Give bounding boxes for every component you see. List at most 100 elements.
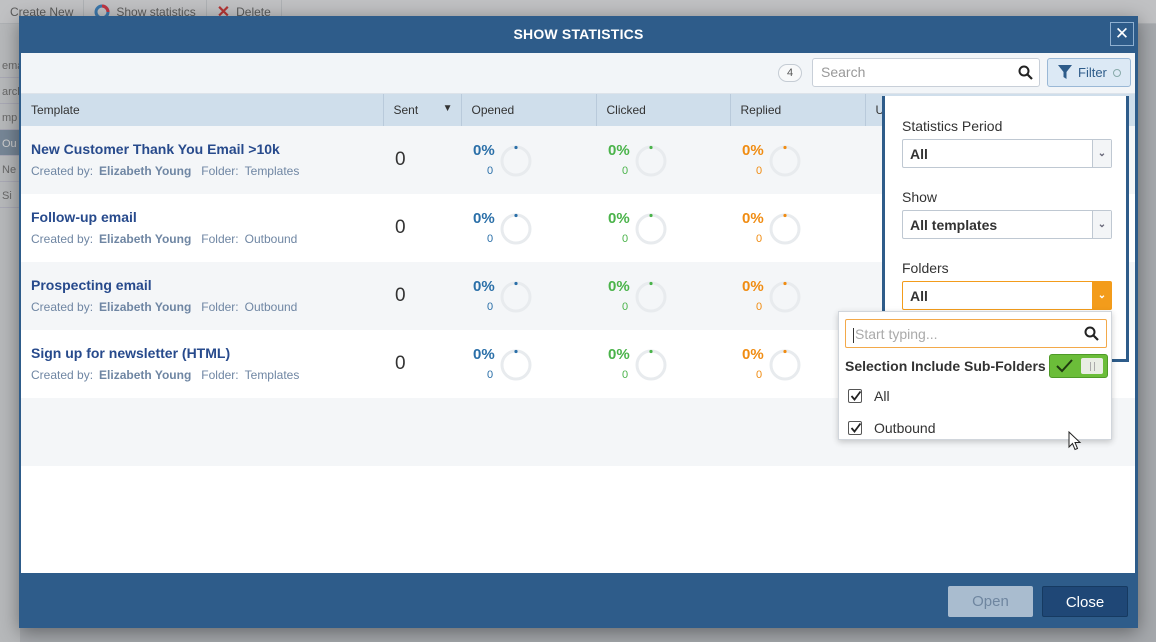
checkbox-checked-icon[interactable] — [848, 389, 862, 403]
replied-stat: 0% 0 — [730, 126, 865, 194]
background-sidebar: ema arch mp Ou Ne Si — [0, 24, 20, 642]
created-by-label: Created by: — [31, 164, 94, 178]
template-meta: Created by: Elizabeth Young Folder: Templat… — [31, 368, 383, 382]
sidebar-fragment: mp — [0, 104, 20, 130]
sidebar-fragment: Ou — [0, 130, 20, 156]
folder-option-all[interactable]: All — [848, 388, 890, 404]
folders-select[interactable]: All ⌄ — [902, 281, 1112, 310]
sent-count: 0 — [395, 217, 406, 238]
folder-value: Outbound — [244, 232, 298, 246]
template-name[interactable]: Sign up for newsletter (HTML) — [31, 345, 231, 361]
clicked-count: 0 — [622, 165, 629, 177]
replied-stat: 0% 0 — [730, 262, 865, 330]
replied-count: 0 — [756, 301, 763, 313]
template-name[interactable]: Prospecting email — [31, 277, 152, 293]
opened-count: 0 — [487, 165, 494, 177]
sort-desc-icon[interactable]: ▼ — [442, 103, 453, 114]
replied-count: 0 — [756, 165, 763, 177]
created-by-value: Elizabeth Young — [99, 300, 192, 314]
clicked-percent: 0% — [608, 142, 630, 159]
sent-header-label: Sent — [393, 103, 419, 117]
progress-ring-icon — [635, 349, 667, 381]
clicked-stat: 0% 0 — [596, 194, 730, 262]
created-by-label: Created by: — [31, 232, 94, 246]
opened-count: 0 — [487, 301, 494, 313]
delete-label: Delete — [236, 4, 271, 19]
close-button[interactable]: Close — [1042, 586, 1128, 617]
clicked-stat: 0% 0 — [596, 126, 730, 194]
created-by-label: Created by: — [31, 300, 94, 314]
opened-stat: 0% 0 — [461, 194, 596, 262]
include-subfolders-toggle[interactable] — [1049, 354, 1108, 378]
column-header-replied[interactable]: Replied — [730, 94, 866, 126]
show-label: Show — [902, 189, 938, 205]
chevron-down-icon[interactable]: ⌄ — [1092, 282, 1111, 309]
column-header-clicked[interactable]: Clicked — [596, 94, 731, 126]
empty-row — [21, 466, 1135, 534]
replied-percent: 0% — [742, 142, 764, 159]
chevron-down-icon[interactable]: ⌄ — [1092, 211, 1111, 238]
dialog-toolbar: 4 Search Filter — [21, 53, 1135, 94]
clicked-count: 0 — [622, 369, 629, 381]
folder-value: Templates — [244, 368, 300, 382]
replied-percent: 0% — [742, 278, 764, 295]
sidebar-fragment: Ne — [0, 156, 20, 182]
show-value: All templates — [910, 217, 998, 233]
statistics-period-select[interactable]: All ⌄ — [902, 139, 1112, 168]
chevron-down-icon[interactable]: ⌄ — [1092, 140, 1111, 167]
toggle-knob[interactable] — [1081, 358, 1103, 374]
progress-ring-icon — [500, 213, 532, 245]
progress-ring-icon — [635, 281, 667, 313]
clicked-stat: 0% 0 — [596, 330, 730, 398]
template-name[interactable]: New Customer Thank You Email >10k — [31, 141, 280, 157]
progress-ring-icon — [500, 145, 532, 177]
folder-option-label: Outbound — [874, 420, 936, 436]
template-meta: Created by: Elizabeth Young Folder: Outboun… — [31, 232, 383, 246]
folder-label: Folder: — [201, 232, 239, 246]
search-icon[interactable] — [1018, 65, 1033, 80]
column-header-opened[interactable]: Opened — [461, 94, 597, 126]
create-new-label: Create New — [10, 4, 74, 19]
search-icon[interactable] — [1084, 326, 1099, 341]
opened-count: 0 — [487, 233, 494, 245]
column-header-template[interactable]: Template — [21, 94, 384, 126]
clicked-count: 0 — [622, 233, 629, 245]
opened-stat: 0% 0 — [461, 330, 596, 398]
template-count-badge: 4 — [778, 64, 802, 82]
column-header-sent[interactable]: Sent ▼ — [383, 94, 462, 126]
folder-search-input[interactable]: Start typing... — [845, 319, 1107, 348]
search-input[interactable]: Search — [812, 58, 1040, 87]
show-select[interactable]: All templates ⌄ — [902, 210, 1112, 239]
show-statistics-button: Show statistics — [84, 0, 207, 24]
folder-search-placeholder: Start typing... — [855, 326, 938, 342]
checkbox-checked-icon[interactable] — [848, 421, 862, 435]
progress-ring-icon — [635, 145, 667, 177]
sent-count: 0 — [395, 353, 406, 374]
created-by-value: Elizabeth Young — [99, 368, 192, 382]
filter-indicator-icon — [1112, 68, 1121, 77]
replied-stat: 0% 0 — [730, 194, 865, 262]
progress-ring-icon — [769, 349, 801, 381]
folder-label: Folder: — [201, 164, 239, 178]
clicked-stat: 0% 0 — [596, 262, 730, 330]
folder-option-outbound[interactable]: Outbound — [848, 420, 936, 436]
replied-count: 0 — [756, 369, 763, 381]
show-statistics-label: Show statistics — [116, 4, 196, 19]
open-button[interactable]: Open — [948, 586, 1033, 617]
opened-stat: 0% 0 — [461, 262, 596, 330]
search-placeholder: Search — [821, 64, 866, 80]
dialog-close-button[interactable]: ✕ — [1110, 22, 1134, 46]
template-name[interactable]: Follow-up email — [31, 209, 137, 225]
folder-option-label: All — [874, 388, 890, 404]
replied-percent: 0% — [742, 346, 764, 363]
filter-button[interactable]: Filter — [1047, 58, 1131, 87]
include-subfolders-label: Selection Include Sub-Folders — [845, 358, 1046, 374]
opened-percent: 0% — [473, 210, 495, 227]
replied-stat: 0% 0 — [730, 330, 865, 398]
clicked-percent: 0% — [608, 210, 630, 227]
progress-ring-icon — [769, 145, 801, 177]
template-meta: Created by: Elizabeth Young Folder: Outboun… — [31, 300, 383, 314]
folder-label: Folder: — [201, 368, 239, 382]
created-by-value: Elizabeth Young — [99, 164, 192, 178]
checkmark-icon — [1056, 359, 1073, 373]
